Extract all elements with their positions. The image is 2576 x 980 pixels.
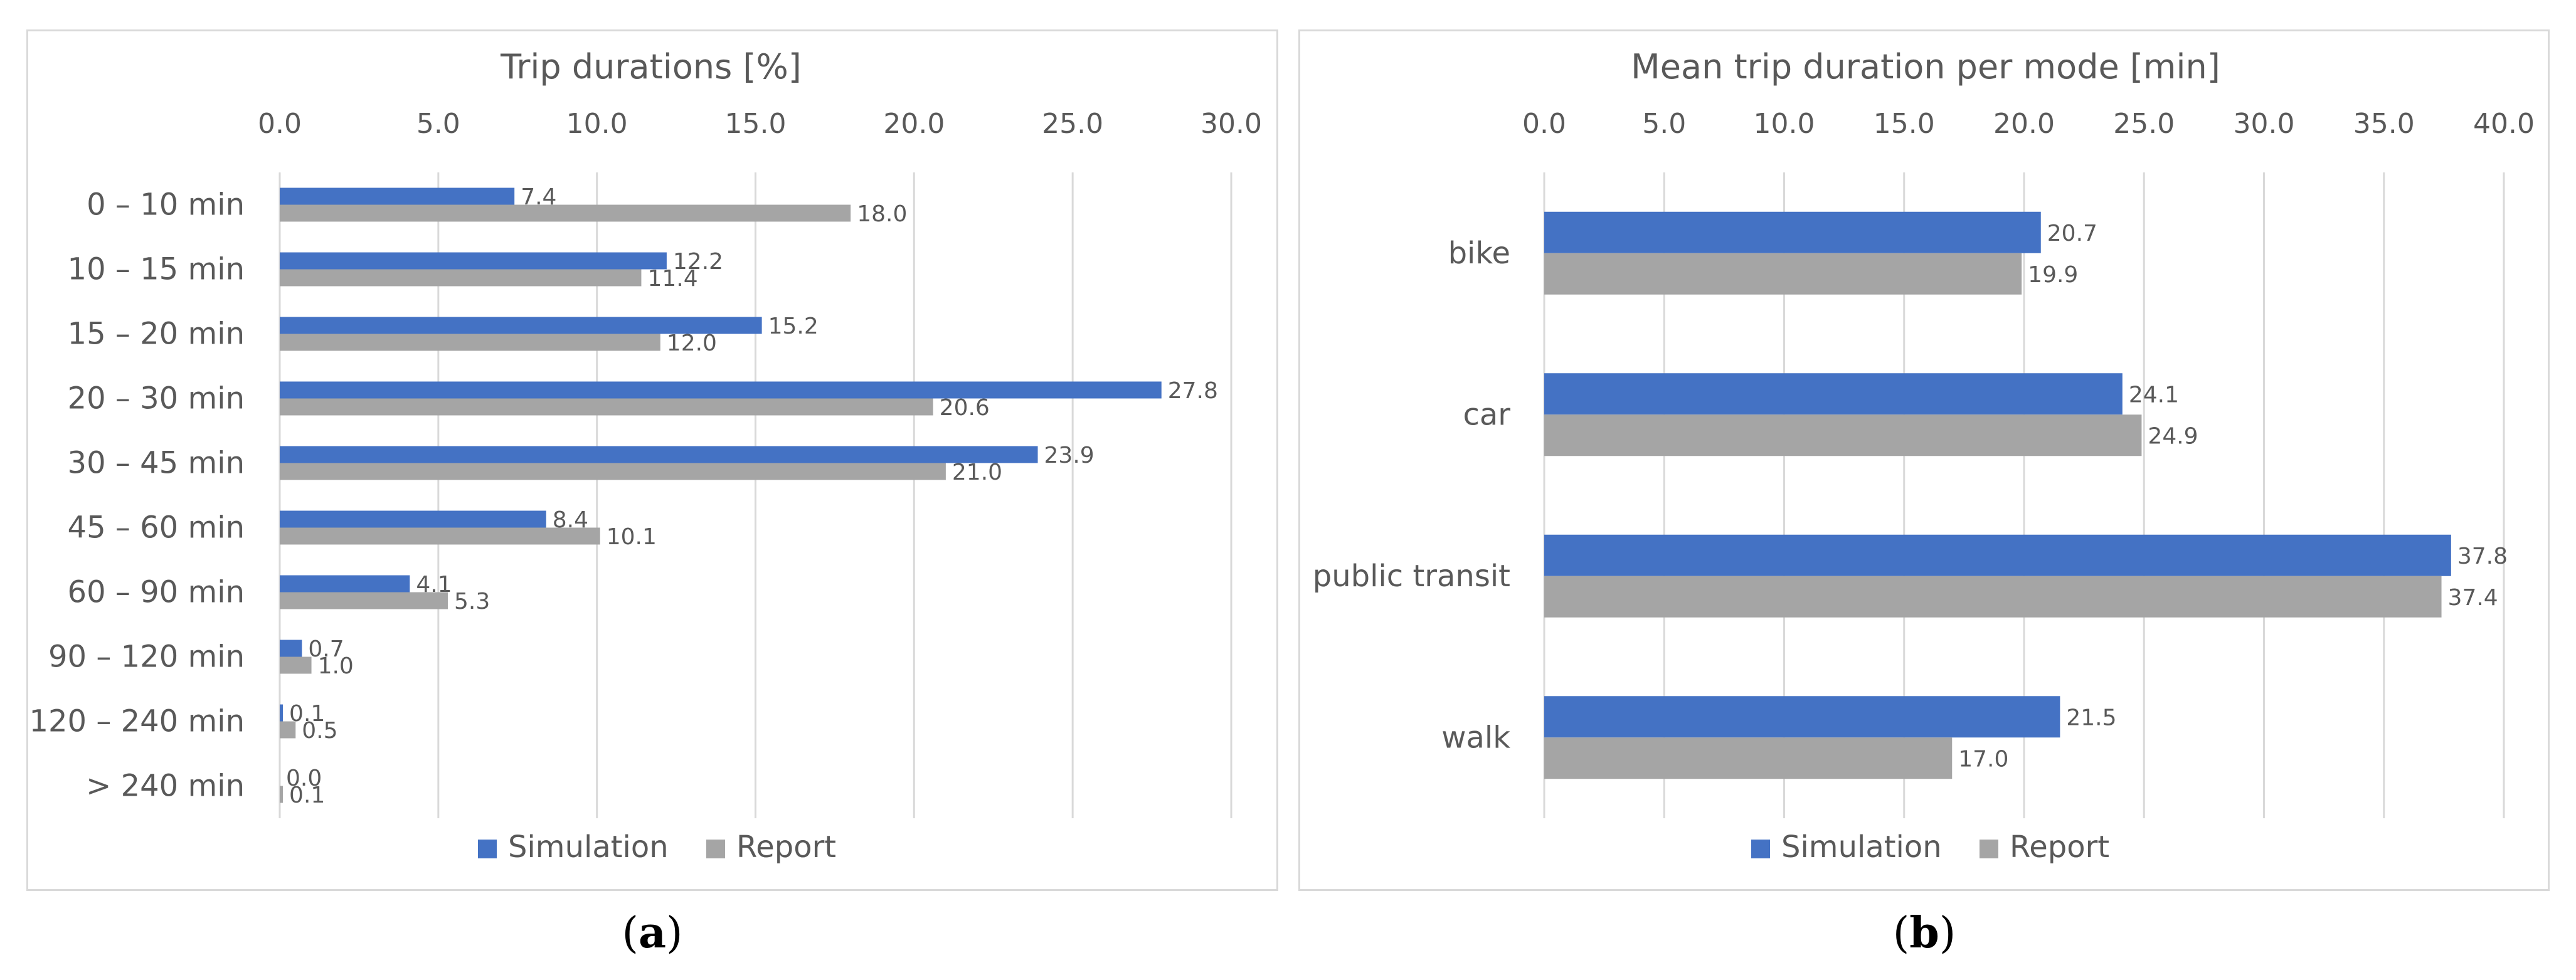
chart-a-legend-label-simulation: Simulation [508,830,669,865]
chart-b-tick-label: 40.0 [2473,108,2535,140]
chart-b-legend-label-report: Report [2010,830,2109,865]
chart-b-data-label-report: 19.9 [2028,262,2078,288]
chart-b-data-label-simulation: 21.5 [2066,705,2116,730]
chart-a-bar-report [280,463,946,480]
chart-a-bar-report [280,398,933,416]
chart-b-tick-label: 5.0 [1642,108,1686,140]
chart-a-bar-report [280,334,660,351]
chart-a-category-label: 30 – 45 min [68,446,245,481]
chart-a-data-label-report: 0.1 [289,782,325,808]
chart-a-legend-label-report: Report [736,830,836,865]
chart-a-data-label-simulation: 12.2 [673,249,723,275]
chart-a-category-label: 90 – 120 min [48,640,245,675]
chart-b-data-label-report: 17.0 [1958,746,2008,772]
chart-a-tick-label: 25.0 [1042,108,1103,140]
chart-a-data-label-simulation: 27.8 [1168,378,1218,404]
chart-a-data-label-report: 1.0 [318,653,354,679]
chart-b-category-label: public transit [1313,559,1510,594]
chart-b-tick-label: 0.0 [1522,108,1566,140]
chart-a-data-label-report: 11.4 [647,266,697,292]
chart-a-bar-report [280,592,448,609]
chart-a-data-label-simulation: 23.9 [1044,443,1095,468]
chart-a-tick-label: 20.0 [883,108,945,140]
chart-a-legend-swatch-simulation [478,840,497,858]
chart-b-category-label: bike [1448,236,1510,271]
chart-a-tick-label: 15.0 [725,108,787,140]
chart-a-data-label-simulation: 0.0 [286,766,322,791]
chart-a-category-label: 20 – 30 min [68,381,245,416]
chart-a-category-label: 120 – 240 min [29,704,245,739]
chart-b-data-label-simulation: 20.7 [2047,221,2097,246]
chart-a-title: Trip durations [%] [500,47,802,87]
chart-a-data-label-simulation: 15.2 [768,313,819,339]
chart-a-bar-simulation [280,704,284,722]
chart-a-bar-simulation [280,187,515,205]
chart-b-bar-report [1544,253,2022,295]
chart-b-data-label-simulation: 37.8 [2457,544,2508,569]
chart-b-tick-label: 25.0 [2113,108,2175,140]
chart-a-category-label: > 240 min [86,769,245,804]
chart-b-bar-report [1544,576,2442,618]
chart-b-bar-report [1544,737,1953,779]
chart-a-category-label: 45 – 60 min [68,510,245,545]
chart-b-data-label-simulation: 24.1 [2129,382,2179,408]
chart-a-data-label-report: 20.6 [940,395,990,421]
chart-a-bar-report [280,721,296,739]
chart-a-data-label-report: 10.1 [607,524,657,550]
chart-b-data-label-report: 24.9 [2148,423,2198,449]
chart-a-bar-report [280,527,600,545]
chart-b-legend-label-simulation: Simulation [1781,830,1942,865]
subfigure-label-a: (a) [622,908,683,958]
chart-b-bar-simulation [1544,373,2123,415]
chart-a-bar-simulation [280,640,302,657]
chart-b-tick-label: 35.0 [2353,108,2415,140]
chart-a-bar-simulation [280,446,1038,463]
chart-b-tick-label: 10.0 [1754,108,1815,140]
chart-b-bar-report [1544,414,2142,456]
chart-a-data-label-simulation: 0.7 [308,636,344,662]
chart-a-category-label: 0 – 10 min [87,187,245,223]
chart-b-tick-label: 20.0 [1993,108,2055,140]
chart-a-bar-report [280,786,284,803]
chart-a-tick-label: 30.0 [1201,108,1262,140]
chart-b-bar-simulation [1544,696,2060,738]
chart-a-bar-simulation [280,381,1162,399]
chart-a-tick-label: 5.0 [416,108,460,140]
chart-a-bar-simulation [280,317,762,334]
chart-a-bar-simulation [280,252,667,270]
chart-a-tick-label: 0.0 [258,108,302,140]
chart-b-category-label: walk [1441,720,1510,755]
chart-b-bar-simulation [1544,534,2451,576]
chart-a-data-label-report: 5.3 [454,589,490,614]
chart-a-data-label-report: 21.0 [952,460,1002,485]
chart-a-data-label-report: 12.0 [667,330,717,356]
chart-b-title: Mean trip duration per mode [min] [1631,47,2220,87]
chart-b-bar-simulation [1544,211,2041,253]
chart-a-bar-report [280,204,851,222]
chart-a-legend-swatch-report [706,840,725,858]
chart-a-data-label-report: 0.5 [302,718,337,744]
chart-a-data-label-report: 18.0 [857,201,907,227]
chart-a-category-label: 15 – 20 min [68,317,245,352]
chart-a-category-label: 10 – 15 min [68,252,245,287]
subfigure-label-b: (b) [1892,908,1956,958]
chart-b-category-label: car [1463,397,1510,432]
chart-a-bar-report [280,269,642,287]
chart-b-legend-swatch-report [1980,840,1998,858]
chart-b-tick-label: 30.0 [2234,108,2295,140]
chart-a-bar-report [280,656,312,674]
chart-b-tick-label: 15.0 [1874,108,1935,140]
chart-a-tick-label: 10.0 [566,108,628,140]
chart-a-bar-simulation [280,510,546,528]
chart-a-category-label: 60 – 90 min [68,575,245,610]
chart-a-bar-simulation [280,575,410,593]
chart-b-legend-swatch-simulation [1751,840,1770,858]
chart-b-data-label-report: 37.4 [2448,585,2498,611]
